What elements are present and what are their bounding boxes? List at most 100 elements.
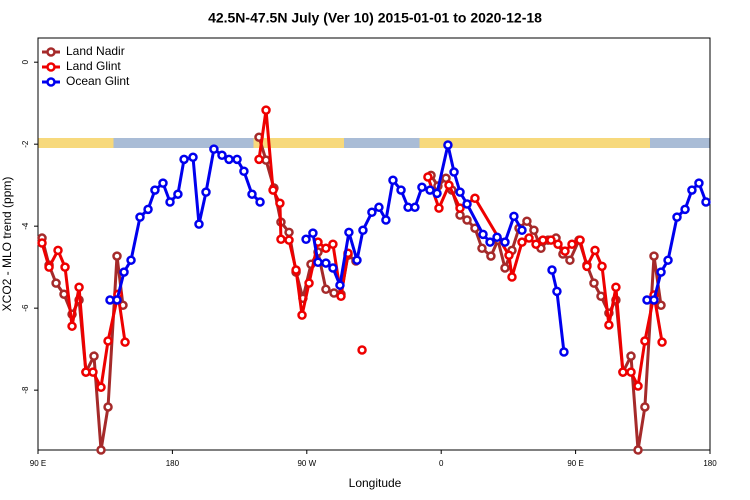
point [321, 243, 331, 254]
point [687, 185, 697, 195]
series-line [40, 136, 663, 451]
point [275, 198, 285, 208]
point [455, 203, 465, 213]
point [633, 381, 643, 391]
point [590, 245, 600, 256]
point [589, 278, 599, 288]
point [517, 237, 527, 247]
point [517, 225, 527, 236]
chart-title: 42.5N-47.5N July (Ver 10) 2015-01-01 to … [208, 10, 542, 26]
point [344, 227, 354, 238]
point [524, 233, 534, 243]
y-axis-label: XCO2 - MLO trend (ppm) [0, 177, 14, 312]
point [417, 182, 427, 192]
point [425, 185, 435, 195]
point [680, 204, 690, 215]
point [67, 321, 77, 331]
point [119, 267, 129, 277]
point [434, 203, 444, 213]
y-tick-label: -4 [21, 222, 30, 230]
x-tick-label: 180 [703, 459, 717, 468]
legend-label: Ocean Glint [66, 74, 130, 88]
point [352, 255, 362, 265]
point [59, 289, 69, 299]
point [462, 215, 472, 225]
point [188, 152, 198, 163]
point [604, 320, 614, 330]
point [470, 193, 480, 204]
point [478, 229, 488, 240]
point [194, 219, 204, 229]
point [88, 367, 98, 377]
legend-marker [46, 62, 56, 72]
point [301, 234, 311, 245]
point [135, 212, 145, 222]
point [103, 336, 113, 346]
point [649, 251, 659, 261]
point [559, 347, 569, 357]
point [560, 246, 570, 256]
legend-marker [46, 47, 56, 57]
point [165, 197, 175, 207]
point [217, 150, 227, 160]
point [179, 154, 189, 165]
point [423, 172, 433, 182]
point [120, 337, 130, 347]
y-tick-label: -8 [21, 386, 30, 394]
point [232, 154, 242, 165]
point [410, 202, 420, 213]
plot-frame [37, 37, 711, 451]
point [626, 367, 636, 377]
point [633, 445, 643, 455]
x-tick-label: 90 W [297, 459, 316, 468]
point [522, 216, 532, 226]
x-axis-label: Longitude [349, 476, 402, 490]
point [672, 212, 682, 222]
point [284, 227, 294, 238]
point [381, 215, 391, 225]
point [239, 166, 249, 176]
land-ocean-strip [38, 138, 710, 148]
point [529, 225, 539, 236]
point [308, 228, 318, 238]
point [443, 140, 453, 150]
point [455, 187, 465, 197]
point [575, 235, 585, 245]
point [626, 351, 636, 361]
point [255, 197, 265, 207]
point [209, 144, 219, 154]
point [224, 154, 234, 165]
point [486, 251, 496, 261]
point [158, 178, 168, 188]
point [509, 211, 519, 222]
point [546, 235, 556, 245]
point [492, 232, 502, 242]
point [611, 282, 621, 292]
point [44, 262, 54, 272]
point [96, 382, 106, 393]
point [694, 178, 704, 188]
point [656, 300, 666, 311]
point [328, 263, 338, 273]
legend-label: Land Glint [66, 59, 121, 73]
point [328, 239, 338, 249]
point [640, 336, 650, 346]
point [507, 272, 517, 282]
point [112, 295, 122, 305]
y-tick-label: 0 [21, 59, 30, 64]
point [304, 278, 314, 288]
point [597, 261, 607, 272]
point [336, 291, 346, 302]
point [173, 189, 183, 199]
point [51, 278, 61, 288]
point [531, 239, 541, 249]
point [321, 284, 331, 295]
point [89, 351, 99, 361]
point [268, 185, 278, 195]
point [112, 251, 122, 261]
point [276, 234, 286, 245]
point [261, 105, 271, 115]
point [254, 154, 264, 165]
point [553, 239, 563, 249]
point [565, 255, 575, 265]
